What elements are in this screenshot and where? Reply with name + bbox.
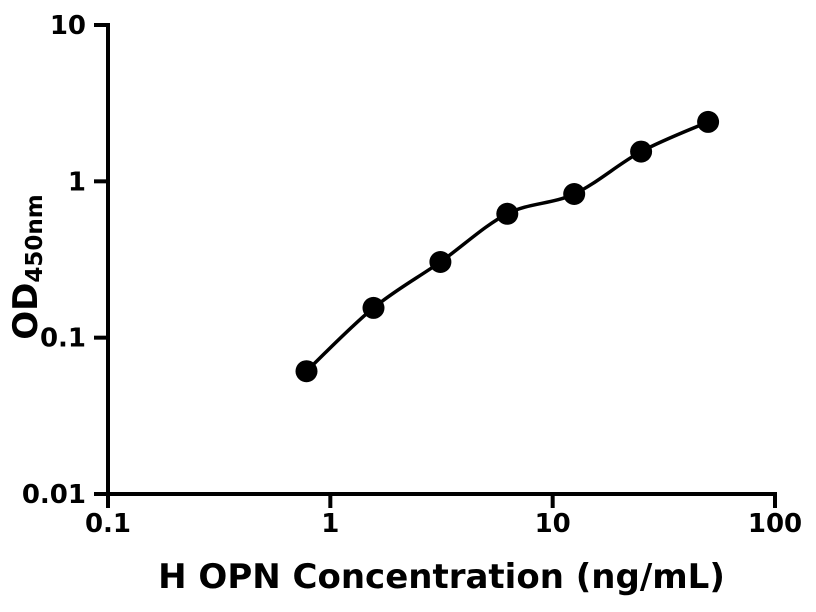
data-point — [295, 360, 318, 383]
y-axis-title-subscript: 450nm — [22, 194, 48, 283]
y-tick-label: 10 — [50, 11, 86, 41]
y-tick-label: 0.01 — [22, 480, 86, 510]
data-point — [362, 296, 385, 319]
y-tick-label: 1 — [68, 167, 86, 197]
data-point — [630, 140, 653, 163]
x-tick-label: 0.1 — [85, 509, 131, 539]
x-axis-title: H OPN Concentration (ng/mL) — [158, 557, 725, 597]
data-point — [496, 202, 519, 225]
y-axis-title: OD 450nm — [4, 157, 48, 377]
data-point — [563, 183, 586, 205]
y-tick-label: 0.1 — [40, 324, 86, 354]
x-tick-label: 100 — [748, 509, 802, 539]
x-tick-label: 10 — [535, 509, 571, 539]
y-axis-title-base: OD — [6, 282, 46, 340]
data-point — [429, 251, 452, 273]
data-point — [697, 110, 720, 133]
x-tick-label: 1 — [321, 509, 339, 539]
